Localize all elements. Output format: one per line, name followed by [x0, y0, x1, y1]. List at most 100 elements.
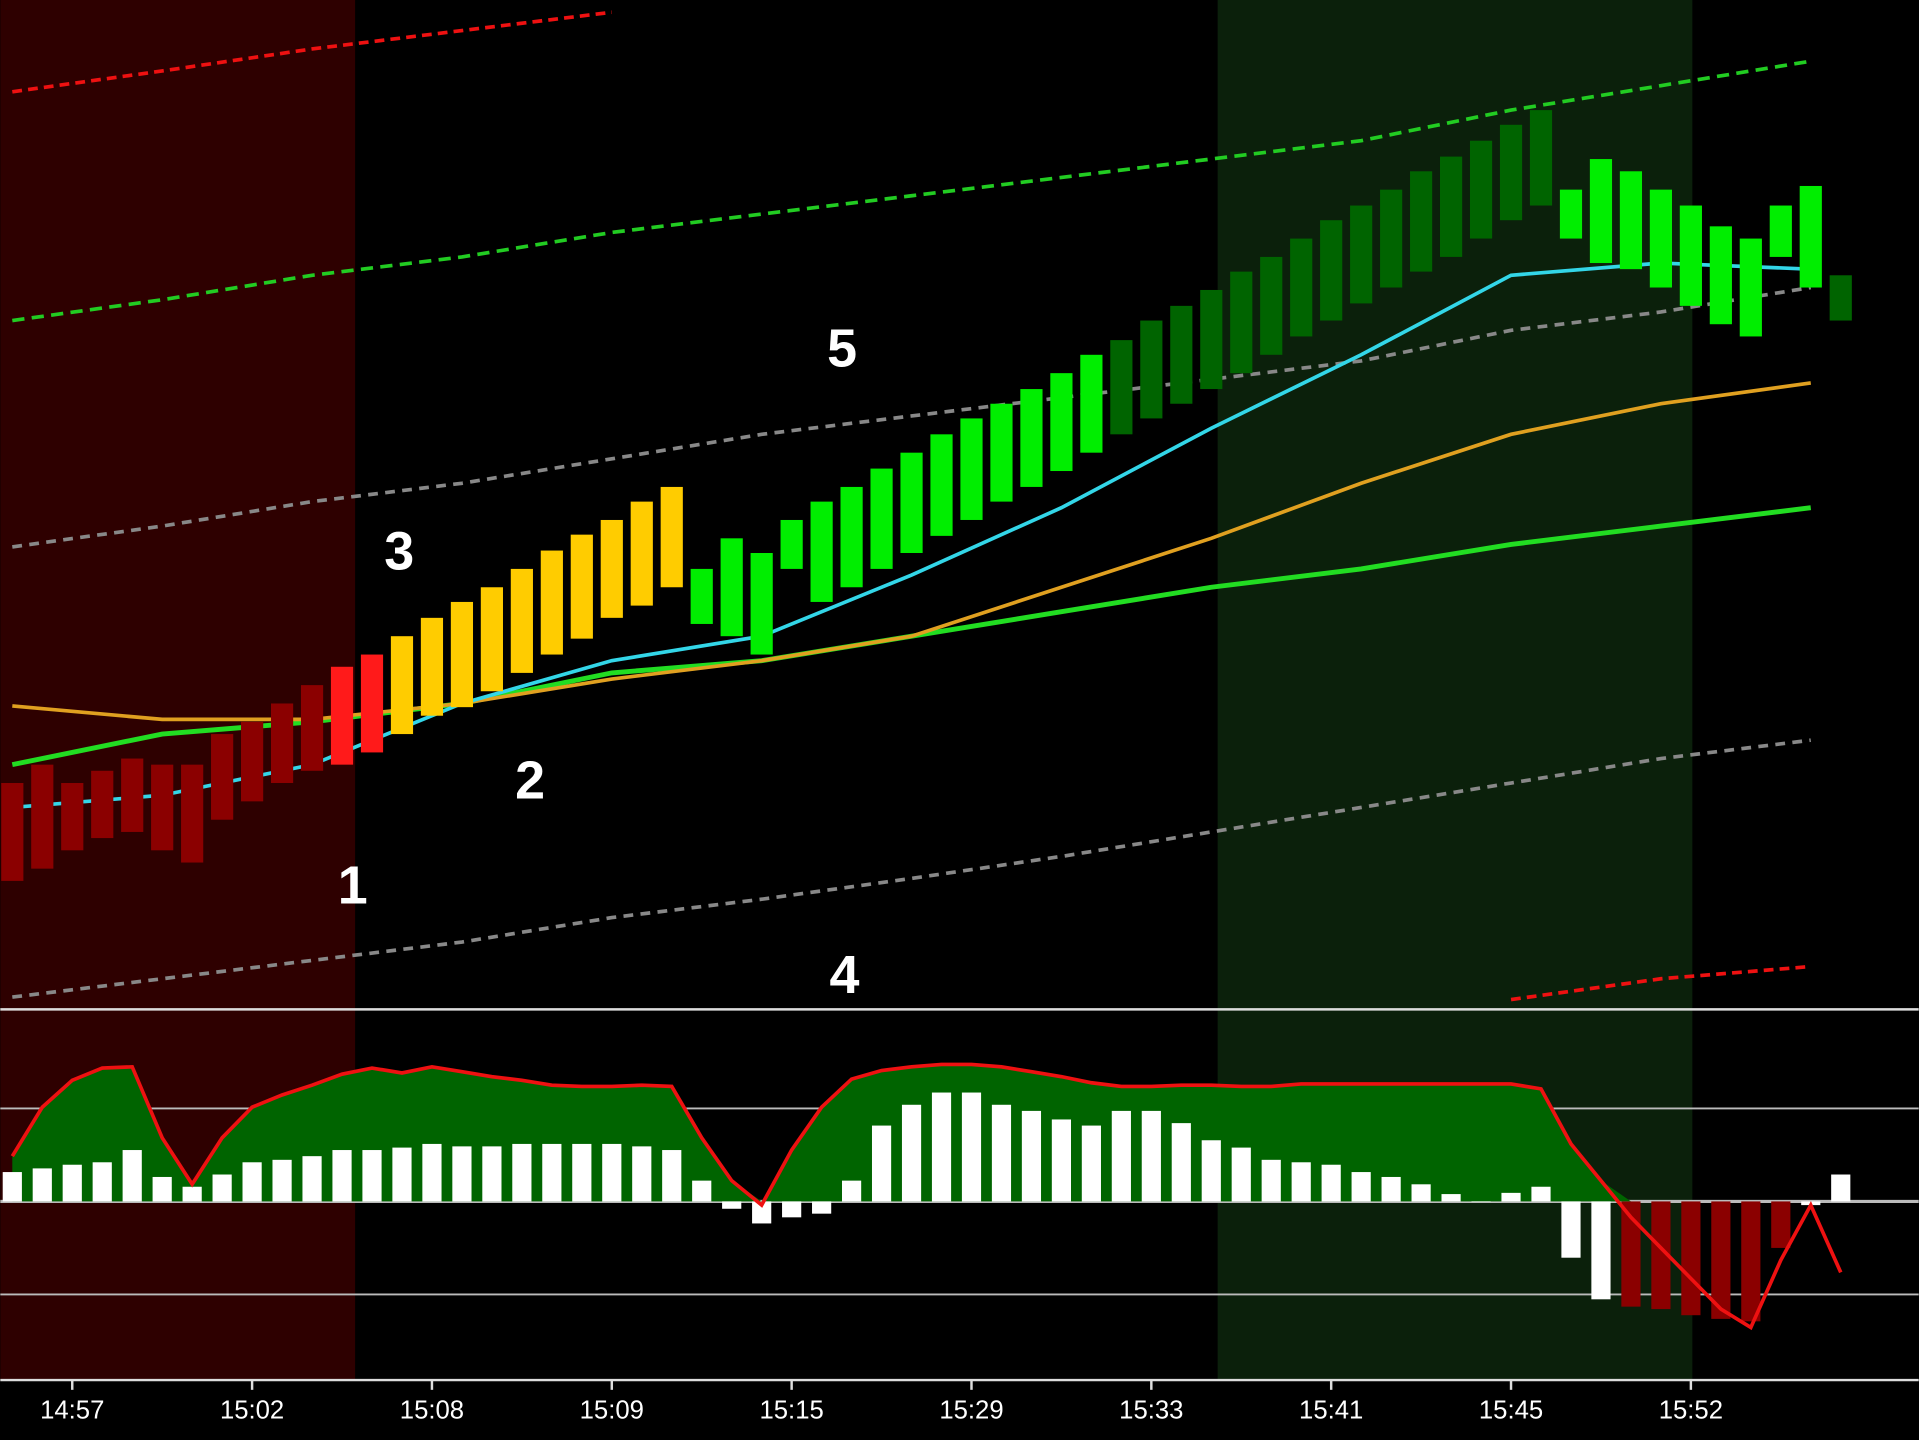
candle-body	[181, 764, 204, 863]
histogram-bar	[961, 1092, 982, 1202]
histogram-bar	[422, 1143, 442, 1202]
histogram-bar	[392, 1147, 412, 1202]
candle-body	[360, 654, 384, 753]
candle-body	[1589, 159, 1613, 264]
candle-body	[330, 666, 354, 765]
histogram-bar	[722, 1201, 742, 1209]
histogram-bar	[692, 1180, 712, 1202]
candle-body	[1170, 305, 1193, 404]
candle-body	[450, 601, 474, 708]
x-tick-label: 15:41	[1299, 1397, 1363, 1425]
candle-body	[1679, 205, 1702, 306]
candle-body	[990, 403, 1013, 502]
candle-body	[211, 734, 234, 820]
indicator-line	[12, 10, 613, 94]
annotation: 2	[515, 750, 545, 810]
x-tick-label: 15:33	[1119, 1397, 1183, 1425]
candle-body	[480, 587, 503, 692]
candle-body	[1350, 205, 1373, 304]
histogram-bar	[752, 1201, 772, 1224]
histogram-bar	[122, 1150, 142, 1202]
candle-body	[1110, 340, 1133, 435]
candle-body	[1469, 140, 1493, 239]
candle-body	[900, 452, 923, 553]
candle-body	[1230, 271, 1253, 374]
histogram-bar	[1621, 1201, 1641, 1307]
histogram-bar	[901, 1104, 922, 1202]
candle-body	[630, 501, 653, 606]
candle-body	[1320, 220, 1343, 321]
histogram-bar	[1561, 1201, 1581, 1258]
histogram-bar	[272, 1159, 292, 1202]
histogram-bar	[2, 1172, 22, 1202]
candle-body	[930, 434, 953, 536]
histogram-bar	[632, 1146, 652, 1202]
candle-body	[570, 534, 593, 639]
histogram-bar	[1501, 1192, 1521, 1202]
histogram-bar	[1141, 1110, 1161, 1202]
candle-body	[241, 721, 264, 802]
histogram-bar	[302, 1156, 322, 1202]
candle-body	[960, 418, 983, 520]
histogram-bar	[362, 1150, 382, 1202]
histogram-bar	[662, 1150, 682, 1202]
histogram-bar	[1111, 1110, 1131, 1202]
histogram-bar	[1021, 1110, 1042, 1202]
candle-body	[840, 486, 863, 588]
histogram-bar	[1051, 1119, 1072, 1202]
candle-body	[1410, 171, 1433, 272]
candle-body	[1439, 156, 1463, 257]
histogram-bar	[572, 1143, 592, 1202]
candle-body	[1080, 354, 1103, 453]
histogram-bar	[1351, 1172, 1371, 1202]
x-tick-label: 15:15	[759, 1397, 823, 1425]
candle-body	[810, 501, 833, 602]
candle-body	[1649, 189, 1672, 288]
indicator-line	[12, 59, 1812, 323]
candle-body	[1380, 189, 1403, 288]
candle-body	[1260, 256, 1283, 355]
histogram-bar	[991, 1104, 1012, 1202]
histogram-bar	[1591, 1201, 1611, 1300]
histogram-bar	[602, 1143, 622, 1202]
candle-body	[61, 783, 84, 851]
x-tick-label: 15:09	[580, 1397, 644, 1425]
candle-body	[660, 486, 683, 588]
candle-body	[270, 703, 294, 784]
candle-body	[540, 550, 563, 655]
histogram-bar	[841, 1180, 862, 1202]
oscillator-line	[10, 1062, 1843, 1331]
candle-body	[1769, 205, 1792, 257]
histogram-bar	[512, 1143, 532, 1202]
histogram-bar	[1291, 1162, 1311, 1202]
candle-body	[510, 568, 533, 673]
candle-body	[1559, 189, 1583, 239]
x-tick-label: 15:45	[1479, 1397, 1543, 1425]
histogram-bar	[452, 1146, 472, 1202]
histogram-bar	[1381, 1176, 1401, 1202]
histogram-bar	[1261, 1159, 1281, 1202]
candle-body	[1290, 238, 1313, 337]
histogram-bar	[931, 1092, 952, 1202]
histogram-bar	[1681, 1201, 1701, 1316]
histogram-bar	[32, 1168, 52, 1202]
candle-body	[390, 636, 414, 735]
x-tick-label: 15:52	[1659, 1397, 1723, 1425]
candle-body	[1020, 389, 1043, 487]
histogram-bar	[1171, 1123, 1191, 1202]
candle-body	[121, 758, 144, 832]
histogram-bar	[542, 1143, 562, 1202]
candle-body	[31, 764, 54, 869]
histogram-bar	[1411, 1184, 1431, 1202]
histogram-bar	[1531, 1186, 1551, 1202]
candle-body	[151, 764, 174, 851]
candle-body	[600, 519, 623, 618]
candle-body	[750, 552, 773, 655]
histogram-bar	[182, 1186, 202, 1202]
histogram-bar	[1711, 1201, 1731, 1319]
indicator-line	[1510, 964, 1811, 1002]
histogram-bar	[1201, 1140, 1221, 1202]
histogram-bar	[812, 1201, 832, 1214]
candle-body	[1709, 226, 1732, 325]
